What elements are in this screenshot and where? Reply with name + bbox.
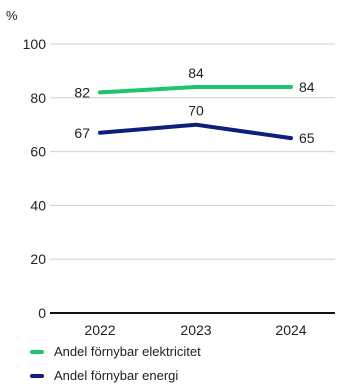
y-unit-label: % [6, 8, 18, 23]
legend-item-energy: Andel förnybar energi [30, 364, 330, 388]
data-label-1-2: 65 [299, 130, 315, 146]
legend-swatch-energy [30, 374, 44, 378]
data-label-0-0: 82 [74, 84, 90, 100]
y-tick-label-60: 60 [30, 144, 46, 160]
data-label-0-1: 84 [188, 65, 204, 81]
y-tick-label-80: 80 [30, 90, 46, 106]
x-tick-label-2023: 2023 [180, 322, 211, 335]
x-tick-label-2022: 2022 [84, 322, 115, 335]
legend: Andel förnybar elektricitet Andel förnyb… [30, 340, 330, 388]
data-label-0-2: 84 [299, 79, 315, 95]
y-tick-label-20: 20 [30, 251, 46, 267]
y-tick-label-100: 100 [23, 36, 47, 52]
gridlines [50, 43, 335, 260]
legend-label-energy: Andel förnybar energi [54, 368, 179, 383]
series-line-1 [98, 122, 293, 141]
legend-swatch-electricity [30, 350, 44, 354]
series-line-0 [98, 85, 293, 95]
chart-canvas: % 0 20 40 60 80 100 2022 2023 2024 82 84 84 67 70 65 [6, 8, 335, 338]
series-lines [98, 85, 293, 141]
y-tick-label-0: 0 [38, 305, 46, 321]
legend-label-electricity: Andel förnybar elektricitet [54, 344, 201, 359]
axes: % 0 20 40 60 80 100 2022 2023 2024 [6, 8, 335, 338]
data-label-1-1: 70 [188, 103, 204, 119]
data-labels: 82 84 84 67 70 65 [74, 65, 314, 146]
y-tick-label-40: 40 [30, 197, 46, 213]
legend-item-electricity: Andel förnybar elektricitet [30, 340, 330, 364]
x-tick-label-2024: 2024 [275, 322, 306, 335]
data-label-1-0: 67 [74, 125, 90, 141]
